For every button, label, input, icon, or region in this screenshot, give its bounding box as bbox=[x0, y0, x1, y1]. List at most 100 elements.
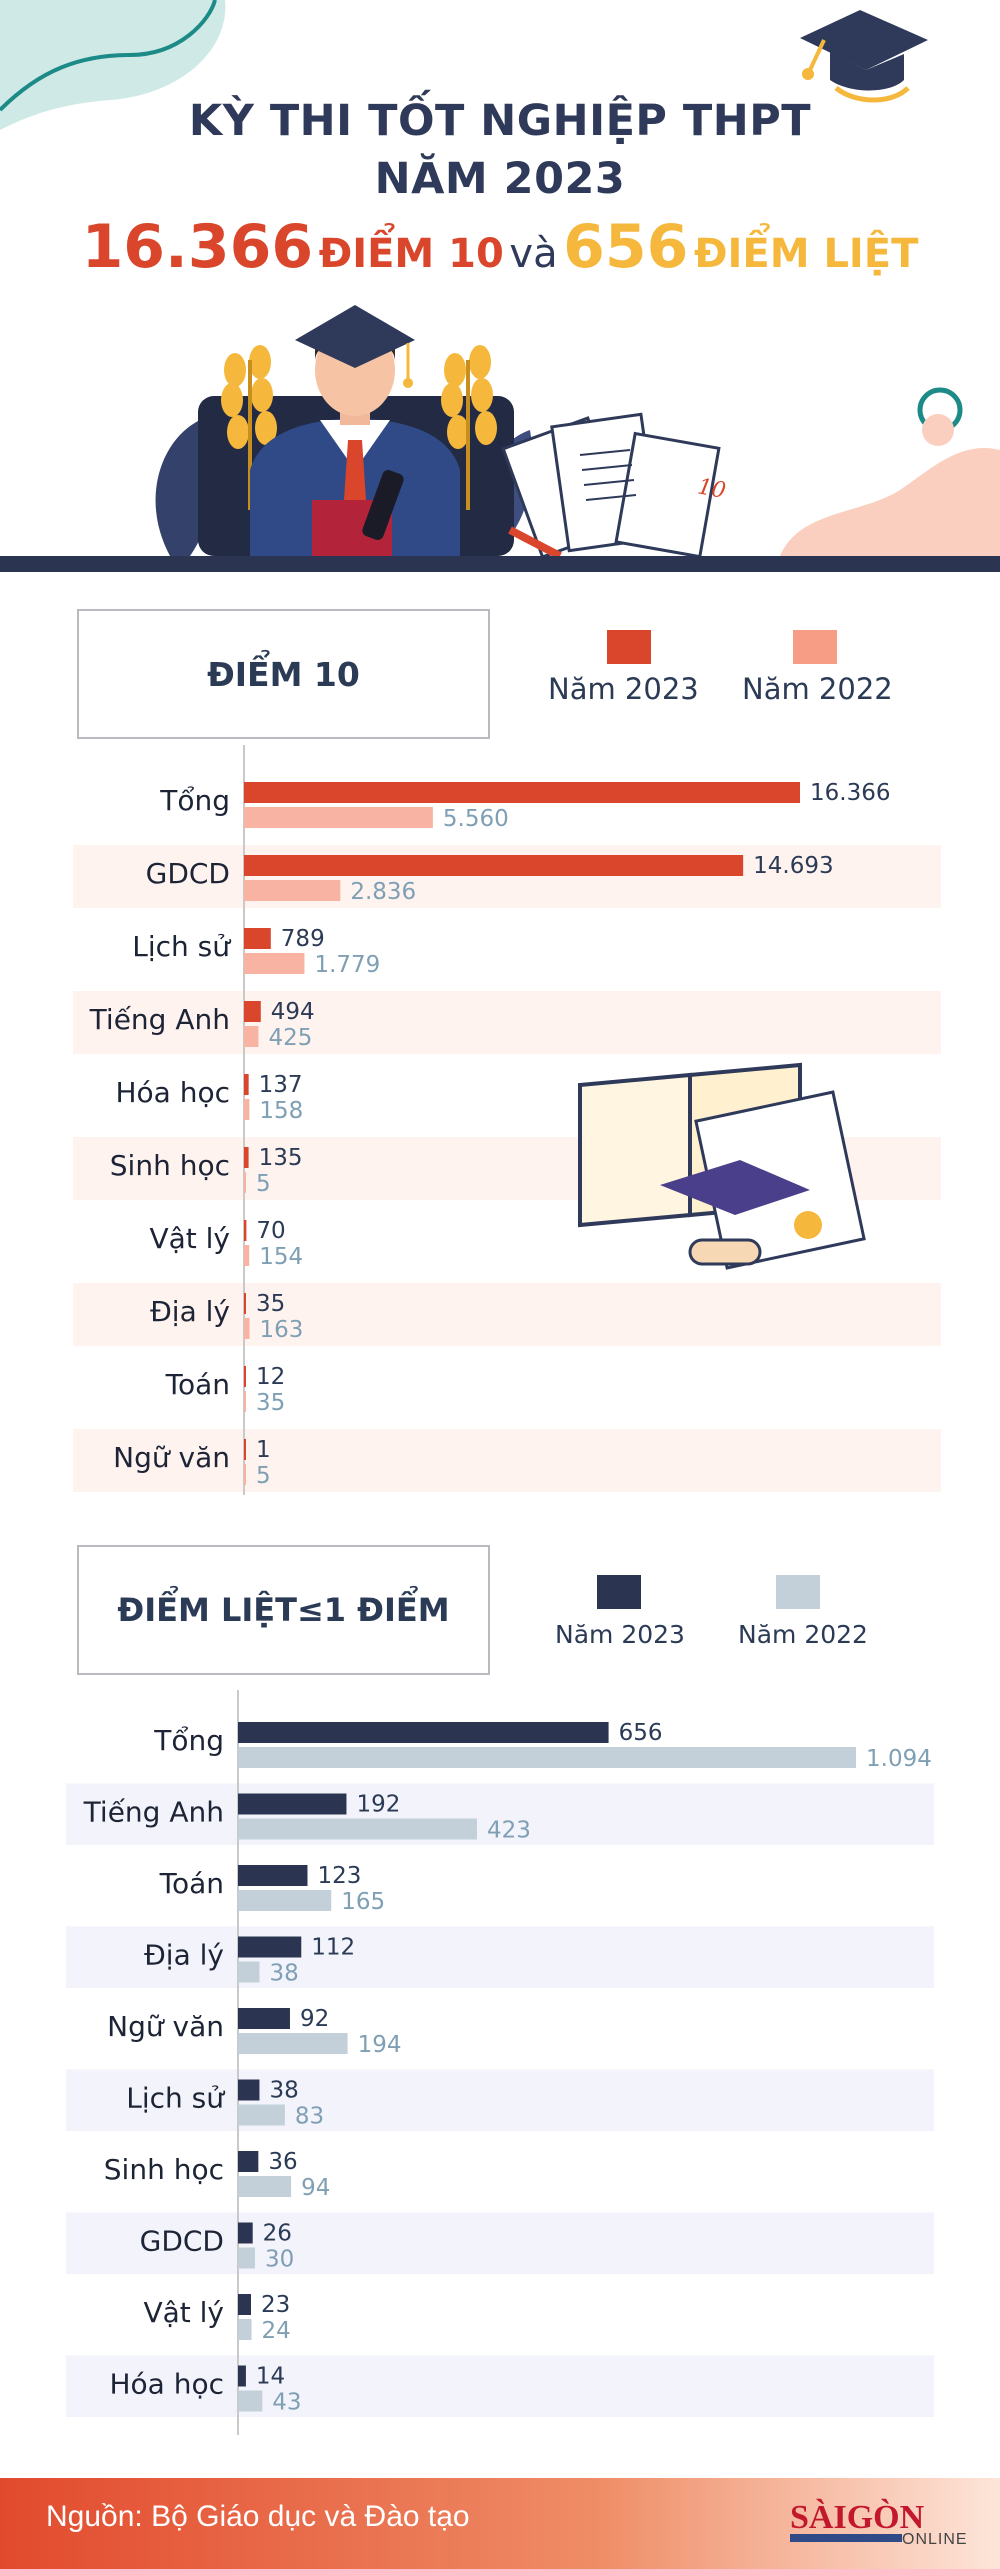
bar-2023 bbox=[244, 1366, 246, 1387]
value-label-2023: 70 bbox=[256, 1218, 285, 1244]
source-text: Nguồn: Bộ Giáo dục và Đào tạo bbox=[46, 2500, 470, 2533]
value-label-2023: 14.693 bbox=[753, 853, 833, 879]
value-label-2023: 494 bbox=[271, 999, 315, 1025]
value-label-2022: 2.836 bbox=[350, 879, 416, 905]
value-label-2022: 423 bbox=[487, 1818, 531, 1844]
section2-legend-swatch-2023 bbox=[597, 1575, 641, 1609]
header: 10 KỲ THI TỐT NGHIỆP THPT NĂM 2023 16.36… bbox=[0, 0, 1000, 580]
section2-legend-label-2022: Năm 2022 bbox=[738, 1620, 868, 1649]
title-line-1: KỲ THI TỐT NGHIỆP THPT bbox=[188, 96, 812, 146]
headline-label-perfect: ĐIỂM 10 bbox=[318, 231, 504, 277]
value-label-2022: 1.094 bbox=[866, 1746, 932, 1772]
value-label-2023: 92 bbox=[300, 2006, 329, 2032]
bar-2022 bbox=[238, 2176, 292, 2197]
title-line-2: NĂM 2023 bbox=[374, 154, 626, 204]
bar-2022 bbox=[244, 1464, 246, 1485]
headline: 16.366 ĐIỂM 10 và 656 ĐIỂM LIỆT bbox=[0, 212, 1000, 282]
category-label: Địa lý bbox=[150, 1295, 230, 1328]
category-label: Tiếng Anh bbox=[83, 1796, 224, 1829]
value-label-2023: 14 bbox=[256, 2364, 285, 2390]
category-label: Địa lý bbox=[144, 1939, 224, 1972]
peach-blob-decoration bbox=[780, 448, 1000, 556]
row-band bbox=[66, 2212, 934, 2274]
section2-title: ĐIỂM LIỆT≤1 ĐIỂM bbox=[117, 1591, 450, 1629]
value-label-2022: 163 bbox=[260, 1317, 304, 1343]
bar-2022 bbox=[238, 1890, 332, 1911]
value-label-2023: 26 bbox=[263, 2221, 292, 2247]
bar-2023 bbox=[238, 2222, 253, 2244]
logo-sub: ONLINE bbox=[902, 2531, 968, 2548]
bar-2022 bbox=[238, 1818, 477, 1840]
row-band bbox=[66, 1926, 934, 1988]
row-band bbox=[73, 1429, 941, 1492]
value-label-2022: 5.560 bbox=[443, 806, 509, 832]
headline-number-perfect: 16.366 bbox=[81, 212, 314, 282]
category-label: Ngữ văn bbox=[107, 2010, 224, 2043]
bar-2023 bbox=[244, 1074, 249, 1095]
value-label-2023: 36 bbox=[268, 2149, 297, 2175]
category-label: Toán bbox=[165, 1368, 230, 1401]
bar-2022 bbox=[244, 1245, 250, 1266]
headline-label-fail: ĐIỂM LIỆT bbox=[693, 231, 919, 277]
wheat-left-icon bbox=[221, 345, 277, 510]
section1-title: ĐIỂM 10 bbox=[207, 654, 360, 694]
bar-2023 bbox=[238, 2079, 260, 2101]
section1-legend-swatch-2023 bbox=[607, 630, 651, 664]
value-label-2023: 192 bbox=[356, 1792, 400, 1818]
value-label-2022: 165 bbox=[341, 1889, 385, 1915]
value-label-2023: 123 bbox=[317, 1863, 361, 1889]
svg-text:10: 10 bbox=[696, 474, 728, 503]
bar-2022 bbox=[238, 1961, 260, 1983]
category-label: Tổng bbox=[153, 1724, 224, 1757]
chart-perfect-scores: Tổng 16.366 5.560 GDCD 14.693 2.836 Lịch sử 789… bbox=[73, 745, 941, 1495]
value-label-2023: 135 bbox=[259, 1145, 303, 1171]
value-label-2022: 5 bbox=[256, 1463, 271, 1489]
value-label-2022: 43 bbox=[272, 2390, 301, 2416]
bar-2023 bbox=[244, 1293, 246, 1314]
bar-2022 bbox=[238, 2319, 252, 2340]
bar-2022 bbox=[244, 880, 341, 901]
row-band bbox=[66, 2069, 934, 2131]
value-label-2022: 158 bbox=[259, 1098, 303, 1124]
graduation-cap-icon bbox=[800, 10, 928, 103]
value-label-2022: 30 bbox=[265, 2247, 294, 2273]
bar-2022 bbox=[238, 2033, 348, 2054]
row-band bbox=[73, 991, 941, 1054]
bar-2022 bbox=[244, 953, 305, 974]
value-label-2023: 23 bbox=[261, 2292, 290, 2318]
value-label-2022: 5 bbox=[256, 1171, 271, 1197]
bar-2022 bbox=[244, 1099, 250, 1120]
section1-legend-label-2022: Năm 2022 bbox=[742, 672, 893, 706]
wheat-right-icon bbox=[441, 345, 497, 510]
category-label: Ngữ văn bbox=[113, 1441, 230, 1474]
section2-title-box: ĐIỂM LIỆT≤1 ĐIỂM bbox=[77, 1545, 490, 1675]
value-label-2023: 38 bbox=[269, 2078, 298, 2104]
category-label: GDCD bbox=[146, 857, 230, 890]
value-label-2023: 789 bbox=[281, 926, 325, 952]
section1-legend-label-2023: Năm 2023 bbox=[548, 672, 699, 706]
headline-connector: và bbox=[509, 231, 558, 277]
bar-2023 bbox=[244, 1220, 247, 1241]
category-label: Hóa học bbox=[109, 2368, 224, 2401]
book-page-left bbox=[578, 1072, 692, 1228]
saigon-online-logo: SÀIGÒN ONLINE bbox=[790, 2498, 968, 2548]
category-label: Hóa học bbox=[115, 1076, 230, 1109]
header-divider bbox=[0, 556, 1000, 572]
row-band bbox=[73, 1283, 941, 1346]
bar-2022 bbox=[244, 1026, 259, 1047]
category-label: Lịch sử bbox=[126, 2082, 225, 2115]
value-label-2023: 137 bbox=[259, 1072, 303, 1098]
value-label-2022: 38 bbox=[269, 1961, 298, 1987]
bar-2022 bbox=[238, 2247, 255, 2269]
bar-2022 bbox=[244, 1391, 246, 1412]
category-label: Sinh học bbox=[104, 2153, 224, 2186]
bar-2022 bbox=[238, 2390, 263, 2412]
category-label: Vật lý bbox=[149, 1222, 230, 1255]
bar-2023 bbox=[238, 1793, 347, 1815]
bar-2023 bbox=[238, 2365, 246, 2387]
teal-curve-decoration bbox=[0, 0, 217, 112]
scroll-icon bbox=[688, 1238, 762, 1266]
category-label: Toán bbox=[159, 1867, 224, 1900]
section1-legend-swatch-2022 bbox=[793, 630, 837, 664]
